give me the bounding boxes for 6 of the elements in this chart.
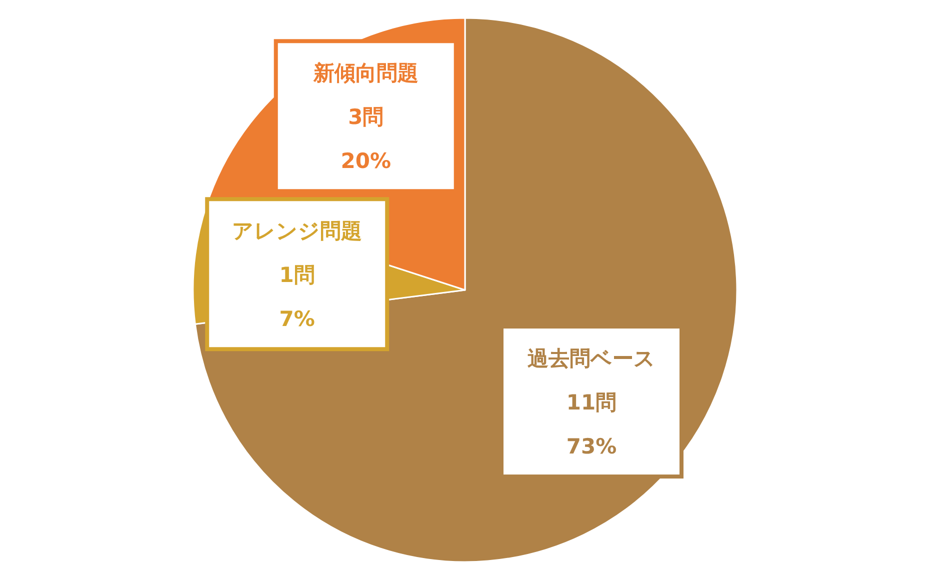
slice-label: アレンジ問題 [232,219,362,244]
slice-label: 過去問ベース [528,346,656,371]
data-label: 3問 20% [340,105,392,174]
slice-label: 新傾向問題 [312,61,418,86]
data-label: 1問 7% [279,263,315,332]
data-label: 11問 73% [566,390,617,459]
